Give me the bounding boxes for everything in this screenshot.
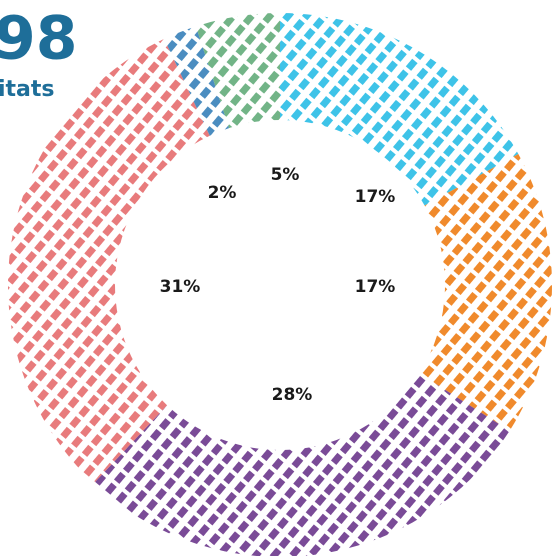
- data-label: 17%: [355, 187, 396, 207]
- donut-slice: [7, 38, 210, 484]
- data-label: 2%: [208, 183, 237, 203]
- chart-subtitle: itats: [0, 77, 55, 102]
- donut-slice: [93, 373, 510, 556]
- data-label: 5%: [271, 165, 300, 185]
- donut-slice: [164, 26, 230, 136]
- data-label: 28%: [272, 385, 313, 405]
- chart-title: 98: [0, 4, 78, 74]
- donut-slice: [419, 153, 553, 431]
- data-label: 17%: [355, 277, 396, 297]
- slices: [7, 13, 553, 556]
- donut-slice: [280, 13, 519, 206]
- data-label: 31%: [160, 277, 201, 297]
- donut-slice: [195, 13, 280, 129]
